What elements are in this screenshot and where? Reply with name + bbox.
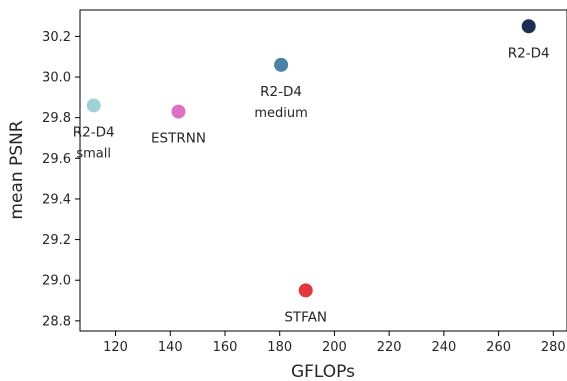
plot-frame bbox=[79, 9, 567, 332]
y-tick-label: 29.6 bbox=[42, 152, 71, 167]
x-tick-label: 220 bbox=[377, 340, 402, 355]
data-point: ESTRNN bbox=[151, 104, 206, 147]
x-tick-label: 240 bbox=[431, 340, 456, 355]
data-point-marker bbox=[171, 104, 186, 119]
y-axis-label: mean PSNR bbox=[7, 120, 27, 219]
y-tick-label: 29.4 bbox=[42, 192, 71, 207]
y-tick-label: 29.0 bbox=[42, 274, 71, 289]
data-point: R2-D4 bbox=[508, 19, 550, 61]
y-tick-label: 28.8 bbox=[42, 314, 71, 329]
x-tick-label: 260 bbox=[486, 340, 511, 355]
data-point-label: R2-D4 bbox=[508, 45, 550, 61]
x-tick-label: 280 bbox=[541, 340, 566, 355]
x-axis-label: GFLOPs bbox=[291, 362, 355, 381]
x-tick-label: 160 bbox=[213, 340, 238, 355]
data-point: R2-D4 small bbox=[73, 98, 115, 161]
data-point-marker bbox=[521, 19, 536, 34]
data-point-sublabel: small bbox=[76, 146, 111, 161]
data-point-sublabel: medium bbox=[254, 106, 307, 121]
data-point-label: STFAN bbox=[284, 309, 327, 325]
y-tick-label: 29.2 bbox=[42, 233, 71, 248]
y-tick-label: 29.8 bbox=[42, 111, 71, 126]
data-point: R2-D4 medium bbox=[254, 57, 308, 121]
data-point-label: ESTRNN bbox=[151, 131, 206, 147]
x-tick-label: 200 bbox=[322, 340, 347, 355]
data-point-marker bbox=[86, 98, 101, 113]
data-points: R2-D4 small ESTRNN R2-D4 medium STFAN R2-D4 bbox=[73, 19, 550, 325]
x-tick-label: 180 bbox=[267, 340, 292, 355]
y-tick-label: 30.0 bbox=[42, 71, 71, 86]
y-tick-label: 30.2 bbox=[42, 30, 71, 45]
data-point-label: R2-D4 bbox=[260, 84, 302, 100]
data-point-marker bbox=[298, 283, 313, 298]
data-point: STFAN bbox=[284, 283, 327, 325]
x-tick-label: 120 bbox=[103, 340, 128, 355]
data-point-label: R2-D4 bbox=[73, 124, 115, 140]
x-axis-ticks: 120 140 160 180 200 220 240 260 280 bbox=[103, 331, 566, 355]
data-point-marker bbox=[274, 57, 289, 72]
x-tick-label: 140 bbox=[158, 340, 183, 355]
y-axis-ticks: 28.8 29.0 29.2 29.4 29.6 29.8 30.0 30.2 bbox=[42, 30, 80, 329]
